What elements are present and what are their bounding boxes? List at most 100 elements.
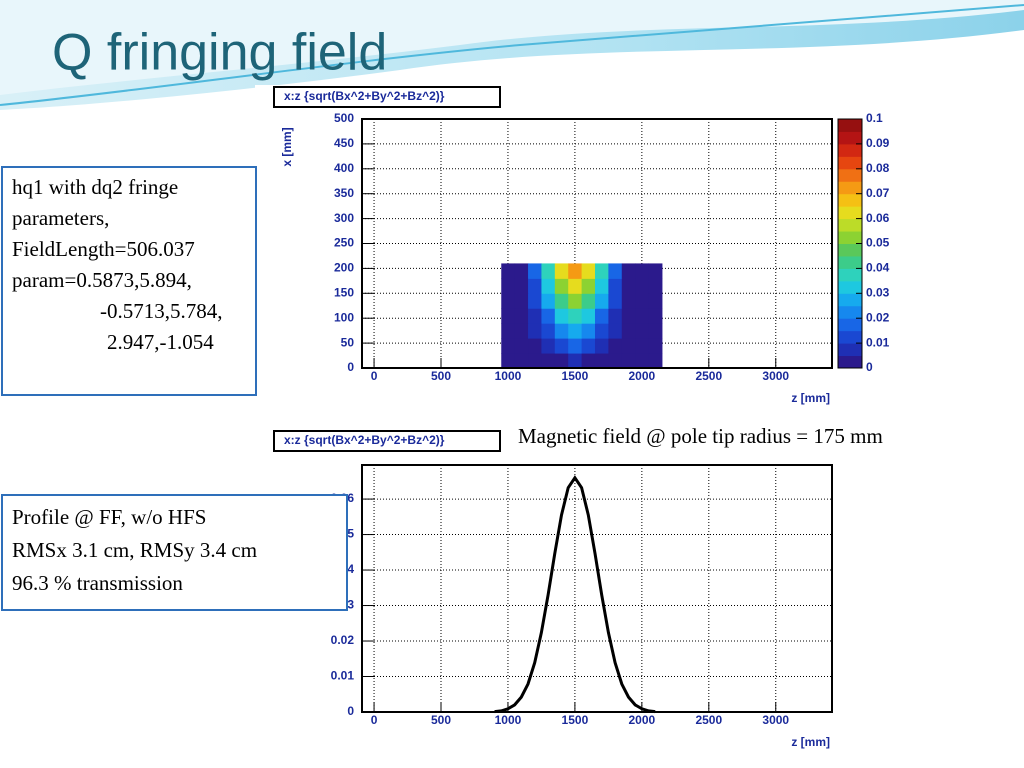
colorbar-swatch [838,131,862,145]
chart-title: x:z {sqrt(Bx^2+By^2+Bz^2)} [284,89,445,103]
heat-cell [635,293,650,309]
heat-cell [621,278,636,294]
heat-cell [514,278,529,294]
heat-cell [568,263,583,279]
heat-cell [501,323,516,339]
x-tick-label: 1000 [495,369,522,383]
heat-cell [621,263,636,279]
x-tick-label: 1500 [562,713,589,727]
heat-cell [528,338,542,354]
heat-cell [581,263,596,279]
x-tick-label: 2500 [695,713,722,727]
box-texts: hq1 with dq2 fringe parameters, FieldLengt… [12,175,257,595]
box-line: 2.947,-1.054 [107,330,214,354]
x-tick-label: 500 [431,369,451,383]
box-line: FieldLength=506.037 [12,237,195,261]
annotation: Magnetic field @ pole tip radius = 175 m… [518,424,883,448]
slide-title: Q fringing field [52,24,387,82]
heat-cell [608,323,623,339]
heat-cell [581,308,596,324]
header-line [0,4,1024,106]
heat-cell [608,338,623,354]
heat-cell [514,353,529,369]
heat-cell [528,278,542,294]
header-wave [0,0,1024,95]
x-tick-label: 3000 [762,713,789,727]
colorbar-label: 0.01 [866,335,890,349]
x-tick-label: 1500 [562,369,589,383]
heat-cell [554,278,569,294]
heat-cell [514,308,529,324]
colorbar-swatch [838,343,862,357]
plot-canvas [255,85,937,768]
heat-cell [648,293,663,309]
heat-cell [554,293,569,309]
x-axis-label: z [mm] [791,391,830,405]
colorbar-swatch [838,280,862,294]
colorbar-swatch [838,305,862,319]
y-tick-label: 500 [334,111,354,125]
heat-cell [568,308,583,324]
box-line: RMSx 3.1 cm, RMSy 3.4 cm [12,538,257,562]
heat-cell [514,323,529,339]
heat-cell [554,308,569,324]
heat-cell [581,338,596,354]
heat-cell [594,308,609,324]
heat-cell [594,353,609,369]
x-tick-label: 1000 [495,713,522,727]
heat-cell [568,293,583,309]
colorbar-swatch [838,156,862,170]
heat-cell [541,323,556,339]
x-tick-label: 2500 [695,369,722,383]
y-tick-label: 50 [341,335,355,349]
heat-cell [528,323,542,339]
heat-cell [568,338,583,354]
colorbar-label: 0.04 [866,261,890,275]
text-box [1,494,348,611]
heat-cell [635,278,650,294]
heat-cell [621,308,636,324]
heat-cell [608,308,623,324]
y-axis-label: x [mm] [280,127,294,166]
heat-cell [648,323,663,339]
y-tick-label: 0 [347,360,354,374]
heat-cell [541,278,556,294]
y-tick-label: 250 [334,236,354,250]
heat-cell [648,338,663,354]
box-line: -0.5713,5.784, [100,299,223,323]
chart: x:z {sqrt(Bx^2+By^2+Bz^2)}0 500 1000 1500 20… [273,86,890,405]
heat-cell [541,263,556,279]
chart-title: x:z {sqrt(Bx^2+By^2+Bz^2)} [284,433,445,447]
x-tick-label: 0 [371,369,378,383]
box-line: 96.3 % transmission [12,571,183,595]
heat-cell [514,293,529,309]
plots: x:z {sqrt(Bx^2+By^2+Bz^2)}0 500 1000 1500 20… [273,86,890,749]
colorbar-swatch [838,206,862,220]
heat-cell [594,263,609,279]
colorbar-swatch [838,293,862,307]
heat-cell [541,338,556,354]
plot-frame [361,118,833,369]
chart: x:z {sqrt(Bx^2+By^2+Bz^2)}0 500 1000 1500 20… [273,430,833,749]
heat-cell [541,353,556,369]
heat-cell [501,278,516,294]
y-tick-label: 0.01 [331,669,355,683]
heat-cell [635,353,650,369]
y-tick-label: 0.02 [331,633,355,647]
colorbar-swatch [838,330,862,344]
y-tick-label: 450 [334,136,354,150]
heat-cell [621,293,636,309]
box-line: hq1 with dq2 fringe [12,175,178,199]
x-axis-label: z [mm] [791,735,830,749]
heat-cell [621,323,636,339]
heat-cell [648,308,663,324]
colorbar-label: 0.1 [866,111,883,125]
colorbar-swatch [838,355,862,369]
plot-frame [361,464,833,713]
box-line: parameters, [12,206,109,230]
colorbar-swatch [838,318,862,332]
heat-cell [581,353,596,369]
box-line: Profile @ FF, w/o HFS [12,505,206,529]
colorbar-label: 0.08 [866,161,890,175]
